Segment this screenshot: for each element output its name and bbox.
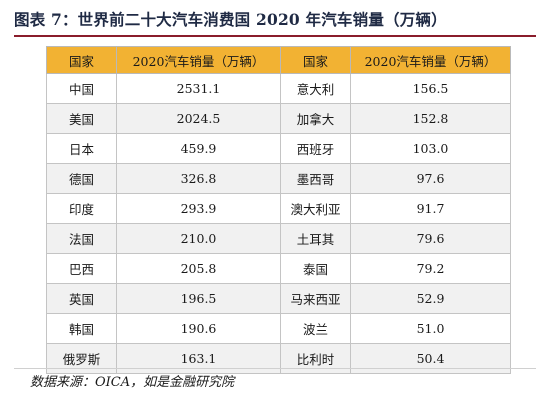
sales-cell: 79.2: [350, 253, 511, 284]
country-cell: 韩国: [46, 313, 117, 344]
header-country-1: 国家: [46, 46, 117, 74]
sales-cell: 163.1: [116, 343, 281, 374]
sales-cell: 103.0: [350, 133, 511, 164]
table-row: 俄罗斯 163.1 比利时 50.4: [46, 343, 511, 374]
country-cell: 英国: [46, 283, 117, 314]
header-sales-1: 2020汽车销量（万辆）: [116, 46, 281, 74]
sales-cell: 190.6: [116, 313, 281, 344]
sales-cell: 2531.1: [116, 73, 281, 104]
country-cell: 日本: [46, 133, 117, 164]
table-header-row: 国家 2020汽车销量（万辆） 国家 2020汽车销量（万辆）: [46, 46, 511, 74]
country-cell: 泰国: [280, 253, 351, 284]
country-cell: 中国: [46, 73, 117, 104]
country-cell: 墨西哥: [280, 163, 351, 194]
table-row: 中国 2531.1 意大利 156.5: [46, 73, 511, 104]
table-row: 韩国 190.6 波兰 51.0: [46, 313, 511, 344]
sales-cell: 97.6: [350, 163, 511, 194]
country-cell: 俄罗斯: [46, 343, 117, 374]
sales-cell: 52.9: [350, 283, 511, 314]
header-sales-2: 2020汽车销量（万辆）: [350, 46, 511, 74]
sales-cell: 51.0: [350, 313, 511, 344]
figure-title: 图表 7：世界前二十大汽车消费国 2020 年汽车销量（万辆）: [14, 10, 447, 29]
table-row: 美国 2024.5 加拿大 152.8: [46, 103, 511, 134]
header-country-2: 国家: [280, 46, 351, 74]
table-row: 印度 293.9 澳大利亚 91.7: [46, 193, 511, 224]
country-cell: 土耳其: [280, 223, 351, 254]
sales-cell: 2024.5: [116, 103, 281, 134]
table-row: 巴西 205.8 泰国 79.2: [46, 253, 511, 284]
sales-cell: 79.6: [350, 223, 511, 254]
sales-table: 国家 2020汽车销量（万辆） 国家 2020汽车销量（万辆） 中国 2531.…: [46, 46, 511, 374]
sales-cell: 326.8: [116, 163, 281, 194]
sales-cell: 205.8: [116, 253, 281, 284]
country-cell: 意大利: [280, 73, 351, 104]
country-cell: 美国: [46, 103, 117, 134]
sales-cell: 50.4: [350, 343, 511, 374]
data-source-note: 数据来源：OICA，如是金融研究院: [30, 375, 235, 390]
sales-cell: 156.5: [350, 73, 511, 104]
sales-cell: 196.5: [116, 283, 281, 314]
table-row: 德国 326.8 墨西哥 97.6: [46, 163, 511, 194]
country-cell: 西班牙: [280, 133, 351, 164]
source-divider: [14, 368, 536, 369]
country-cell: 加拿大: [280, 103, 351, 134]
country-cell: 巴西: [46, 253, 117, 284]
sales-cell: 293.9: [116, 193, 281, 224]
table-row: 英国 196.5 马来西亚 52.9: [46, 283, 511, 314]
country-cell: 马来西亚: [280, 283, 351, 314]
country-cell: 印度: [46, 193, 117, 224]
country-cell: 澳大利亚: [280, 193, 351, 224]
country-cell: 比利时: [280, 343, 351, 374]
sales-cell: 152.8: [350, 103, 511, 134]
sales-cell: 459.9: [116, 133, 281, 164]
sales-cell: 210.0: [116, 223, 281, 254]
title-divider: [14, 35, 536, 37]
table-row: 法国 210.0 土耳其 79.6: [46, 223, 511, 254]
sales-cell: 91.7: [350, 193, 511, 224]
country-cell: 德国: [46, 163, 117, 194]
country-cell: 法国: [46, 223, 117, 254]
table-row: 日本 459.9 西班牙 103.0: [46, 133, 511, 164]
country-cell: 波兰: [280, 313, 351, 344]
